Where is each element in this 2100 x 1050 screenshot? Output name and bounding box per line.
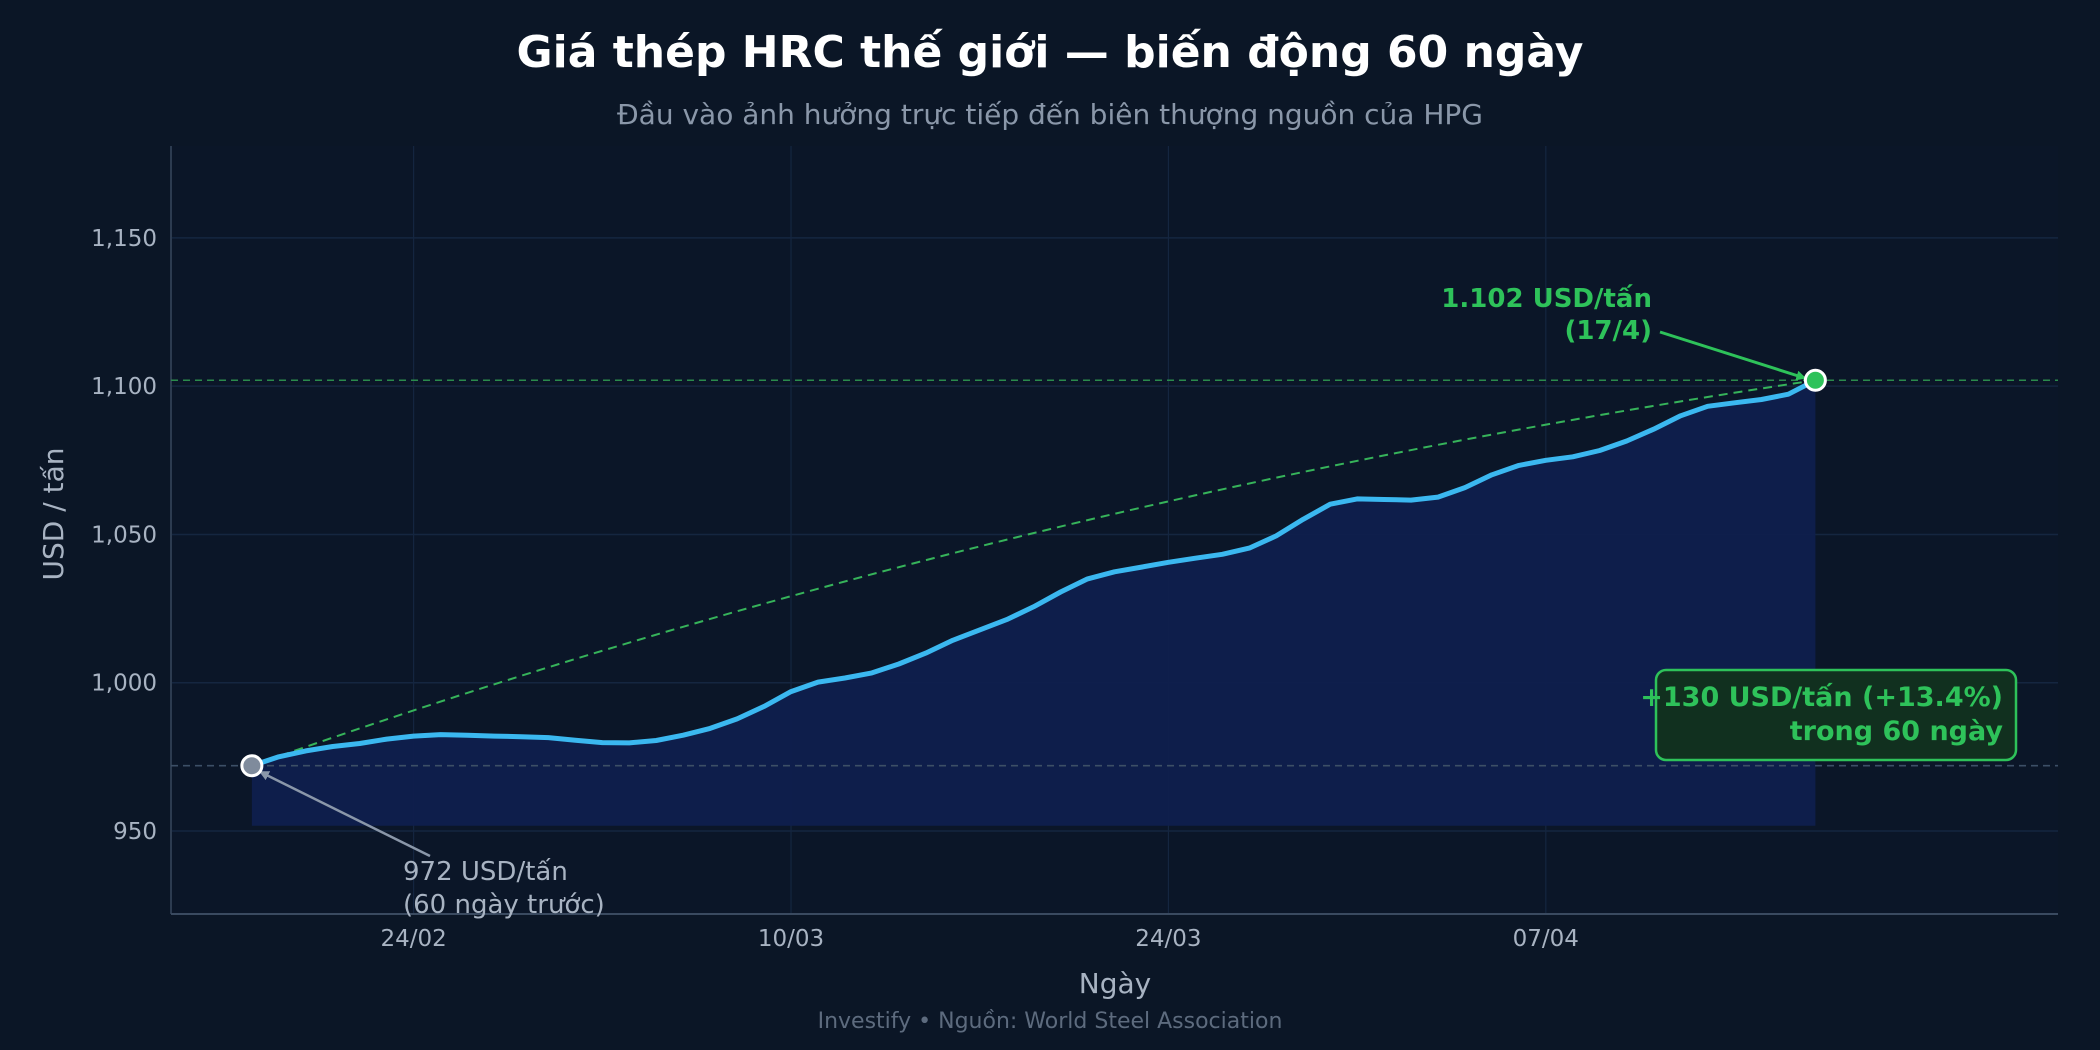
y-tick-label: 1,050 (91, 522, 157, 548)
price-area-fill (251, 380, 1816, 826)
change-badge-value: +130 USD/tấn (+13.4%) (1640, 682, 2003, 713)
price-line (249, 377, 1818, 769)
change-badge-period: trong 60 ngày (1790, 716, 2004, 747)
y-axis-label: USD / tấn (37, 448, 70, 581)
chart-footer-source: Investify • Nguồn: World Steel Associati… (818, 1009, 1283, 1034)
end-point-marker (1803, 368, 1827, 392)
start-annotation-arrow (258, 770, 431, 858)
start-point-marker (240, 754, 264, 778)
y-tick-label: 1,000 (91, 671, 157, 697)
change-badge (1654, 668, 2018, 762)
y-tick-label: 1,150 (91, 226, 157, 252)
y-tick-label: 1,100 (91, 374, 157, 400)
end-annotation-arrow (1659, 330, 1807, 381)
plot-area: 950 1,000 1,050 1,100 1,150 24/02 10/03 24/03 07… (91, 146, 2058, 952)
trend-line (251, 379, 1816, 767)
x-tick-label: 24/02 (380, 926, 446, 952)
x-tick-label: 24/03 (1135, 926, 1201, 952)
y-tick-label: 950 (113, 819, 157, 845)
end-annotation-label: 1.102 USD/tấn (1441, 283, 1652, 314)
start-annotation-label: 972 USD/tấn (403, 857, 568, 887)
start-annotation-note: (60 ngày trước) (403, 890, 605, 920)
x-tick-label: 07/04 (1513, 926, 1579, 952)
chart-subtitle: Đầu vào ảnh hưởng trực tiếp đến biên thư… (617, 98, 1483, 131)
x-axis-label: Ngày (1079, 967, 1151, 1000)
x-tick-label: 10/03 (758, 926, 824, 952)
chart-title: Giá thép HRC thế giới — biến động 60 ngà… (517, 27, 1584, 78)
end-annotation-date: (17/4) (1564, 316, 1652, 346)
